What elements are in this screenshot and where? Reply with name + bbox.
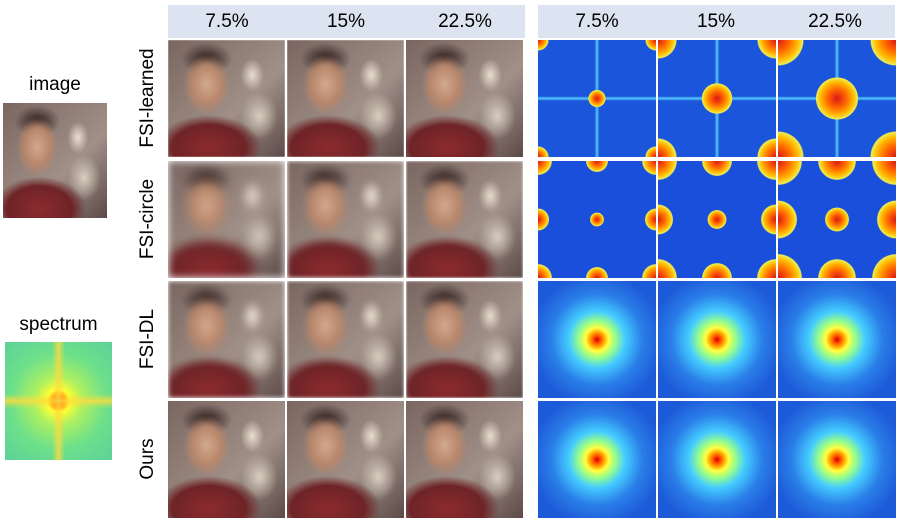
reconstruction-image bbox=[287, 161, 404, 278]
reconstruction-image bbox=[406, 401, 523, 518]
reconstruction-spectrum bbox=[778, 281, 896, 398]
reconstruction-image bbox=[168, 401, 285, 518]
reconstruction-image bbox=[406, 161, 523, 278]
reconstruction-spectrum bbox=[778, 161, 896, 278]
image-label: image bbox=[29, 74, 81, 95]
row-label-text: Ours bbox=[137, 438, 158, 480]
reconstruction-spectrum bbox=[538, 401, 656, 518]
image-header: 7.5% 15% 22.5% bbox=[168, 5, 525, 38]
reconstruction-image bbox=[168, 161, 285, 278]
reconstruction-image bbox=[287, 40, 404, 157]
input-image bbox=[3, 103, 107, 218]
spectrum-header: 7.5% 15% 22.5% bbox=[538, 5, 895, 38]
input-spectrum bbox=[5, 342, 112, 460]
reconstruction bbox=[406, 161, 523, 278]
reconstruction bbox=[168, 281, 285, 398]
reconstruction-spectrum bbox=[538, 161, 656, 278]
reconstruction-image bbox=[287, 401, 404, 518]
row-label-text: FSI-circle bbox=[137, 178, 158, 260]
reconstruction bbox=[287, 401, 404, 518]
reconstruction-spectrum bbox=[658, 281, 776, 398]
reconstruction-spectrum bbox=[658, 401, 776, 518]
reconstruction bbox=[406, 281, 523, 398]
column-header: 22.5% bbox=[808, 11, 862, 32]
reconstruction-spectrum bbox=[538, 40, 656, 157]
column-header: 15% bbox=[326, 11, 366, 32]
reconstruction-spectrum bbox=[658, 161, 776, 278]
column-header: 22.5% bbox=[438, 11, 492, 32]
column-header: 15% bbox=[696, 11, 736, 32]
reconstruction-image bbox=[168, 40, 285, 157]
row-label-text: FSI-DL bbox=[137, 308, 158, 370]
reconstruction-image bbox=[168, 281, 285, 398]
reconstruction bbox=[168, 401, 285, 518]
reconstruction bbox=[287, 40, 404, 157]
column-header: 7.5% bbox=[575, 11, 619, 32]
reconstruction bbox=[287, 161, 404, 278]
reconstruction-image bbox=[406, 281, 523, 398]
reconstruction bbox=[168, 161, 285, 278]
column-header: 7.5% bbox=[205, 11, 249, 32]
reconstruction bbox=[287, 281, 404, 398]
spectrum-label: spectrum bbox=[19, 314, 98, 335]
row-label-text: FSI-learned bbox=[137, 48, 158, 148]
reconstruction-image bbox=[406, 40, 523, 157]
reconstruction-image bbox=[287, 281, 404, 398]
reconstruction bbox=[406, 40, 523, 157]
reconstruction-spectrum bbox=[538, 281, 656, 398]
reconstruction bbox=[406, 401, 523, 518]
reconstruction bbox=[168, 40, 285, 157]
reconstruction-spectrum bbox=[778, 40, 896, 157]
reconstruction-spectrum bbox=[658, 40, 776, 157]
reconstruction-spectrum bbox=[778, 401, 896, 518]
